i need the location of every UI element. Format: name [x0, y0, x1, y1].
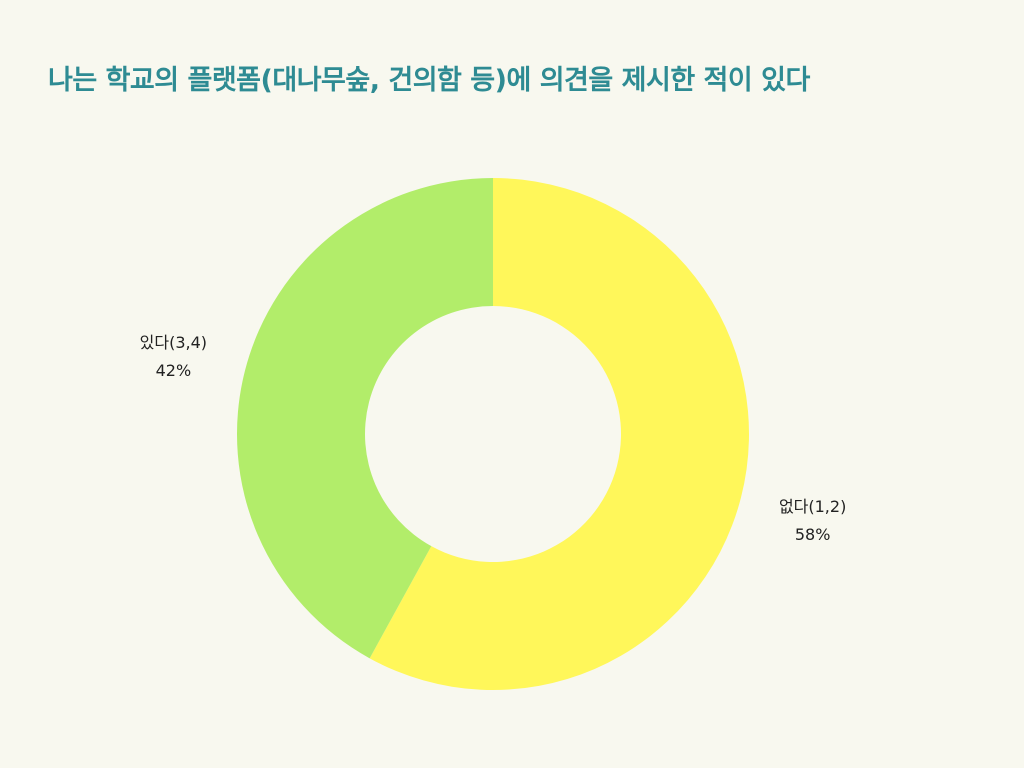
slice-value-label-1: 42% [156, 361, 192, 380]
slice-label-0: 없다(1,2) [779, 497, 846, 516]
slice-label-1: 있다(3,4) [140, 333, 207, 352]
slice-value-label-0: 58% [795, 525, 831, 544]
donut-slice-1 [236, 178, 494, 659]
chart-title: 나는 학교의 플랫폼(대나무숲, 건의함 등)에 의견을 제시한 적이 있다 [48, 65, 810, 96]
donut-slice-0 [369, 178, 749, 690]
